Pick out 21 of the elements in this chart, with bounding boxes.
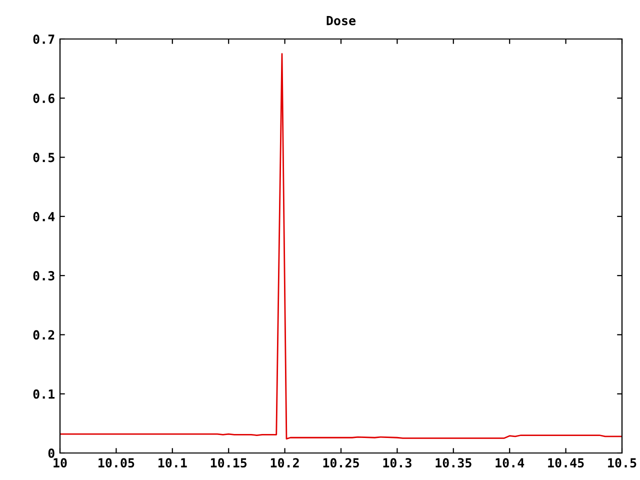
x-tick-label: 10.35 <box>436 458 472 468</box>
x-tick-label: 10 <box>54 458 67 468</box>
chart-title: Dose <box>326 16 356 26</box>
y-tick-label: 0.5 <box>33 152 54 162</box>
x-tick-label: 10.25 <box>323 458 359 468</box>
x-tick-label: 10.4 <box>496 458 524 468</box>
x-tick-label: 10.05 <box>98 458 134 468</box>
y-tick-label: 0.4 <box>33 212 55 222</box>
y-tick-label: 0.7 <box>33 34 54 44</box>
x-tick-label: 10.1 <box>158 458 187 468</box>
y-tick-label: 0.2 <box>33 330 54 340</box>
y-tick-label: 0.3 <box>33 271 54 280</box>
x-tick-label: 10.15 <box>210 458 247 468</box>
y-tick-label: 0.1 <box>33 389 55 399</box>
y-tick-label: 0.6 <box>33 94 54 104</box>
x-tick-label: 10.45 <box>548 458 584 468</box>
x-tick-label: 10.2 <box>270 458 299 468</box>
y-tick-label: 0 <box>48 448 54 458</box>
x-tick-label: 10.5 <box>608 458 636 468</box>
x-tick-label: 10.3 <box>383 458 412 468</box>
line-series <box>60 53 622 440</box>
